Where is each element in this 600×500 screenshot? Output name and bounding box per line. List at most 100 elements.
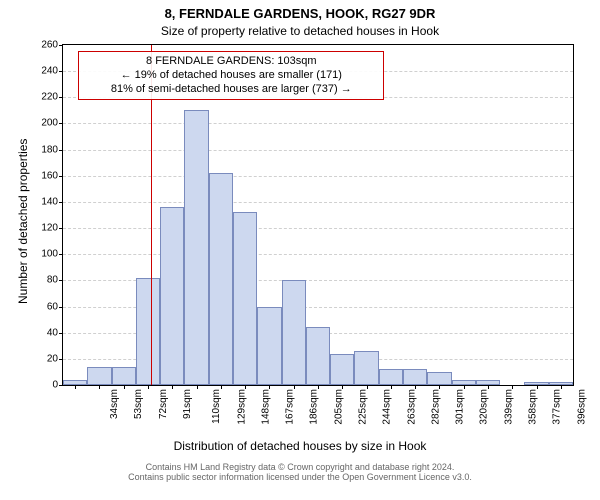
histogram-bar [330,354,354,385]
histogram-bar [306,327,330,385]
y-tick [59,307,63,308]
y-tick [59,150,63,151]
x-tick-label: 396sqm [576,389,587,425]
annotation-line-2: ← 19% of detached houses are smaller (17… [85,69,377,83]
x-tick [415,385,416,389]
x-tick [464,385,465,389]
histogram-bar [184,110,208,385]
histogram-bar [379,369,403,385]
x-tick [537,385,538,389]
y-tick [59,176,63,177]
y-tick [59,45,63,46]
histogram-bar [136,278,160,385]
x-tick-label: 225sqm [358,389,369,425]
footer-line-2: Contains public sector information licen… [0,472,600,482]
x-tick [172,385,173,389]
x-tick [512,385,513,389]
y-tick [59,71,63,72]
x-tick-label: 34sqm [109,389,120,419]
y-gridline [63,150,573,151]
x-tick-label: 205sqm [333,389,344,425]
y-tick-label: 260 [41,40,58,51]
x-tick-label: 72sqm [158,389,169,419]
x-tick [391,385,392,389]
x-tick [148,385,149,389]
annotation-box: 8 FERNDALE GARDENS: 103sqm← 19% of detac… [78,51,384,100]
x-tick [294,385,295,389]
y-tick-label: 220 [41,92,58,103]
y-tick [59,123,63,124]
histogram-bar [257,307,281,385]
x-tick [367,385,368,389]
x-tick-label: 167sqm [285,389,296,425]
x-tick [99,385,100,389]
x-tick [318,385,319,389]
y-tick [59,280,63,281]
y-tick [59,254,63,255]
annotation-line-3: 81% of semi-detached houses are larger (… [85,83,377,97]
y-gridline [63,123,573,124]
x-tick-label: 91sqm [182,389,193,419]
histogram-bar [427,372,451,385]
histogram-bar [87,367,111,385]
y-gridline [63,228,573,229]
y-axis-label: Number of detached properties [16,139,30,304]
x-tick [342,385,343,389]
x-axis-label: Distribution of detached houses by size … [0,439,600,453]
x-tick-label: 186sqm [309,389,320,425]
y-tick-label: 100 [41,249,58,260]
chart-subtitle: Size of property relative to detached ho… [0,24,600,38]
y-tick [59,228,63,229]
y-tick-label: 240 [41,66,58,77]
y-tick-label: 140 [41,196,58,207]
y-tick-label: 60 [47,301,58,312]
x-tick [245,385,246,389]
x-tick-label: 339sqm [503,389,514,425]
y-tick [59,202,63,203]
y-tick [59,385,63,386]
y-tick [59,333,63,334]
y-gridline [63,176,573,177]
annotation-line-1: 8 FERNDALE GARDENS: 103sqm [85,55,377,69]
y-tick-label: 120 [41,223,58,234]
histogram-bar [112,367,136,385]
plot-area: 02040608010012014016018020022024026034sq… [62,44,574,386]
histogram-bar [209,173,233,385]
y-tick-label: 200 [41,118,58,129]
x-tick [197,385,198,389]
x-tick-label: 53sqm [133,389,144,419]
x-tick [488,385,489,389]
x-tick-label: 377sqm [552,389,563,425]
y-tick-label: 20 [47,353,58,364]
histogram-bar [160,207,184,385]
y-tick-label: 160 [41,170,58,181]
x-tick-label: 110sqm [211,389,222,424]
x-tick-label: 358sqm [528,389,539,425]
x-tick [221,385,222,389]
x-tick-label: 282sqm [430,389,441,425]
footer: Contains HM Land Registry data © Crown c… [0,462,600,482]
x-tick-label: 263sqm [406,389,417,425]
y-gridline [63,254,573,255]
footer-line-1: Contains HM Land Registry data © Crown c… [0,462,600,472]
x-tick-label: 320sqm [479,389,490,425]
x-tick [439,385,440,389]
y-tick-label: 40 [47,327,58,338]
x-tick-label: 244sqm [382,389,393,425]
x-tick-label: 129sqm [236,389,247,425]
x-tick-label: 301sqm [455,389,466,425]
x-tick-label: 148sqm [260,389,271,425]
histogram-bar [282,280,306,385]
y-tick-label: 0 [52,380,58,391]
y-tick [59,359,63,360]
x-tick [75,385,76,389]
histogram-bar [354,351,378,385]
histogram-bar [403,369,427,385]
x-tick [269,385,270,389]
histogram-bar [233,212,257,385]
y-tick-label: 180 [41,144,58,155]
x-tick [561,385,562,389]
y-gridline [63,202,573,203]
x-tick [124,385,125,389]
y-tick-label: 80 [47,275,58,286]
